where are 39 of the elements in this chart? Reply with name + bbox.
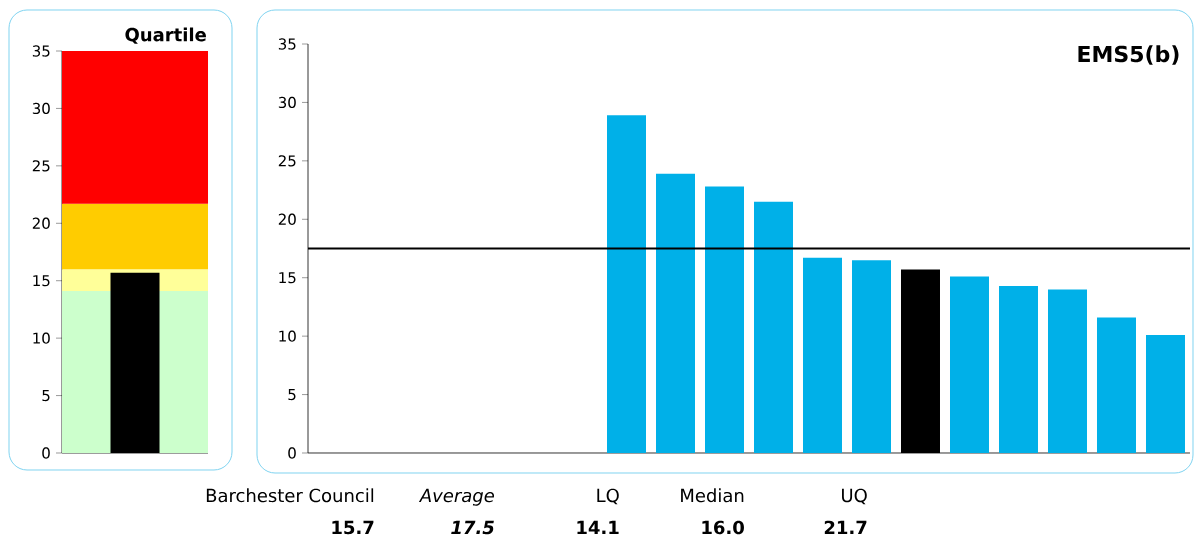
bar (1097, 317, 1136, 453)
text: 16.0 (702, 520, 744, 535)
bar (754, 201, 793, 453)
bar (999, 285, 1038, 453)
y-tick-label: 15 (33, 275, 50, 287)
y-tick-label: 0 (288, 447, 296, 459)
y-tick-label: 5 (42, 390, 50, 402)
chart-title: EMS5(b) (1078, 45, 1179, 65)
bar (1145, 334, 1185, 453)
text: 14.1 (577, 520, 619, 534)
y-tick-label: 20 (278, 213, 296, 225)
bar (656, 173, 695, 453)
bar (1048, 289, 1087, 453)
y-tick-label: 30 (278, 96, 296, 109)
bar (607, 115, 646, 453)
y-tick-label: 30 (32, 102, 50, 115)
bar (852, 260, 891, 453)
bar (705, 186, 744, 453)
text: 21.7 (824, 520, 867, 534)
y-tick-label: 5 (288, 389, 296, 401)
text: Median (681, 488, 744, 503)
y-tick-label: 10 (279, 330, 296, 342)
chart-title: Quartile (125, 27, 206, 44)
text: UQ (842, 488, 867, 505)
text: 15.7 (332, 520, 374, 535)
text: LQ (597, 488, 619, 505)
text: 17.5 (451, 520, 494, 535)
y-tick-label: 0 (42, 447, 50, 459)
text: Average (418, 488, 495, 506)
y-tick-label: 15 (279, 272, 296, 284)
bar (950, 276, 989, 453)
text: Barchester Council (206, 488, 374, 503)
y-tick-label: 10 (33, 332, 50, 344)
y-tick-label: 25 (32, 160, 50, 172)
bar (803, 257, 842, 453)
y-tick-label: 35 (32, 45, 50, 57)
y-tick-label: 35 (278, 38, 296, 50)
y-tick-label: 20 (32, 217, 50, 229)
y-tick-label: 25 (278, 155, 296, 167)
